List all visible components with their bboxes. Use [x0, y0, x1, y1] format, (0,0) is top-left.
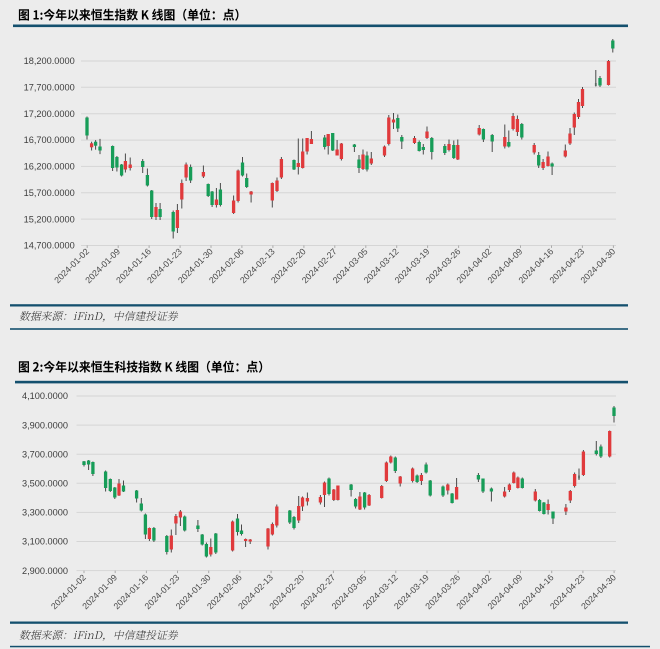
svg-text:3,100.0000: 3,100.0000: [22, 537, 68, 547]
svg-text:16,700.0000: 16,700.0000: [24, 135, 75, 145]
svg-text:17,700.0000: 17,700.0000: [24, 83, 75, 93]
svg-text:14,700.0000: 14,700.0000: [24, 241, 75, 251]
svg-text:4,100.0000: 4,100.0000: [22, 391, 68, 401]
svg-text:18,200.0000: 18,200.0000: [24, 56, 75, 66]
svg-text:15,700.0000: 15,700.0000: [24, 188, 75, 198]
svg-text:16,200.0000: 16,200.0000: [24, 162, 75, 172]
svg-text:2,900.0000: 2,900.0000: [22, 566, 68, 576]
svg-text:17,200.0000: 17,200.0000: [24, 109, 75, 119]
svg-text:3,300.0000: 3,300.0000: [22, 508, 68, 518]
svg-text:3,700.0000: 3,700.0000: [22, 449, 68, 459]
svg-text:15,200.0000: 15,200.0000: [24, 214, 75, 224]
svg-text:3,900.0000: 3,900.0000: [22, 420, 68, 430]
svg-text:3,500.0000: 3,500.0000: [22, 479, 68, 489]
